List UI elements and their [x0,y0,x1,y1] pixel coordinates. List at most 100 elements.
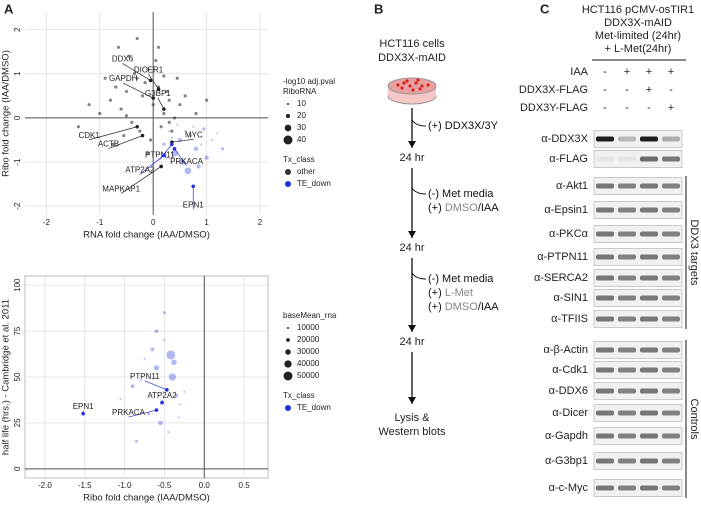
legend-label: 40000 [297,359,320,368]
blot-strip [593,382,683,400]
blot-band [662,367,680,373]
y-axis-title: half life (hrs.) - Cambridge et al. 2011 [1,299,12,455]
bracket [411,119,427,127]
cell-line: HCT116 cells [379,38,445,50]
arrow-head [408,325,416,332]
blot-band [596,207,614,213]
blot-band [618,367,636,373]
blot-band [596,254,614,260]
antibody-label: α-SERCA2 [534,272,588,284]
legend-size [283,371,293,381]
blot-band [618,231,636,237]
point [170,129,174,133]
y-tick-label: 50 [13,372,22,381]
point [210,138,213,141]
treatment: (+) DDX3X/3Y [428,120,499,132]
antibody-label: α-Gapdh [545,430,588,442]
point [139,379,142,382]
legend-title: RiboRNA [283,87,317,96]
condition-sign: + [668,66,674,78]
legend-title: Tx_class [283,391,315,400]
cell-line: DDX3X-mAID [378,52,446,64]
treatment: (-) Met media [428,273,494,285]
antibody-label: α-Akt1 [556,180,588,192]
panel-letter: C [540,1,550,16]
header-line: + L-Met(24hr) [605,43,672,55]
point [159,125,163,129]
treatment-part: (+) DDX3X/3Y [428,120,499,132]
point [151,103,155,107]
legend-label: 10 [297,99,306,108]
x-tick-label: -2.0 [38,481,52,490]
blot-band [662,275,680,281]
point [127,54,131,58]
legend-label: TE_down [297,179,331,188]
treatment: (+) DMSO/IAA [428,202,499,214]
legend-label: 40 [297,135,306,144]
gene-label: DDX6 [112,55,134,64]
gene-label: DICER1 [134,65,164,74]
blot-band [640,458,658,464]
blot-band [618,136,636,142]
gene-label: PTPN11 [130,372,160,381]
endpoint: Lysis & [394,412,430,424]
leader-line [120,166,162,194]
point [135,76,139,80]
blot-band [662,410,680,416]
x-tick-label: 2 [258,218,263,227]
legend-title: baseMean_rna [283,311,337,320]
legend-label: 30000 [297,347,320,356]
point [204,98,209,102]
y-tick-label: -1 [13,158,22,166]
blot-band [596,388,614,394]
blot-band [662,316,680,322]
condition-sign: - [603,102,607,114]
point [174,393,179,398]
point [167,120,171,124]
point [179,403,182,406]
group-label: DDX3 targets [688,219,700,286]
legend-size [285,349,291,355]
treatment-part: /IAA [478,301,499,313]
treatment-part: (-) Met media [428,273,494,285]
duration: 24 hr [399,242,424,254]
point [171,359,177,366]
point [188,133,193,138]
treatment-part: (-) Met media [428,188,494,200]
condition-sign: - [669,84,673,96]
blot-strip [593,452,683,470]
treatment: (+) L-Met [428,287,473,299]
blot-band [640,254,658,260]
leader-line [148,74,159,90]
point [202,127,206,131]
point [138,129,142,133]
blot-band [596,485,614,491]
point [147,412,150,416]
point [140,94,145,98]
legend-swatch [285,405,291,411]
legend-size [285,113,291,119]
point [119,398,122,401]
highlight-point [160,400,164,405]
condition-sign: - [647,102,651,114]
point [148,138,153,142]
header-line: Met-limited (24hr) [595,30,681,42]
treatment-part: DMSO [445,301,478,313]
point [111,142,115,146]
antibody-label: α-Cdk1 [552,364,588,376]
treatment-part: L-Met [445,287,473,299]
antibody-label: α-c-Myc [549,482,589,494]
blot-band [640,275,658,281]
blot-band [662,207,680,213]
condition-sign: - [603,84,607,96]
blot-band [662,485,680,491]
point [204,155,209,160]
x-tick-label: -1.5 [78,481,92,490]
blot-band [662,388,680,394]
blot-band [640,433,658,439]
blot-band [662,183,680,189]
blot-band [618,275,636,281]
y-tick-label: 25 [13,418,22,427]
x-tick-label: 0.0 [199,481,211,490]
condition-label: IAA [570,66,588,78]
